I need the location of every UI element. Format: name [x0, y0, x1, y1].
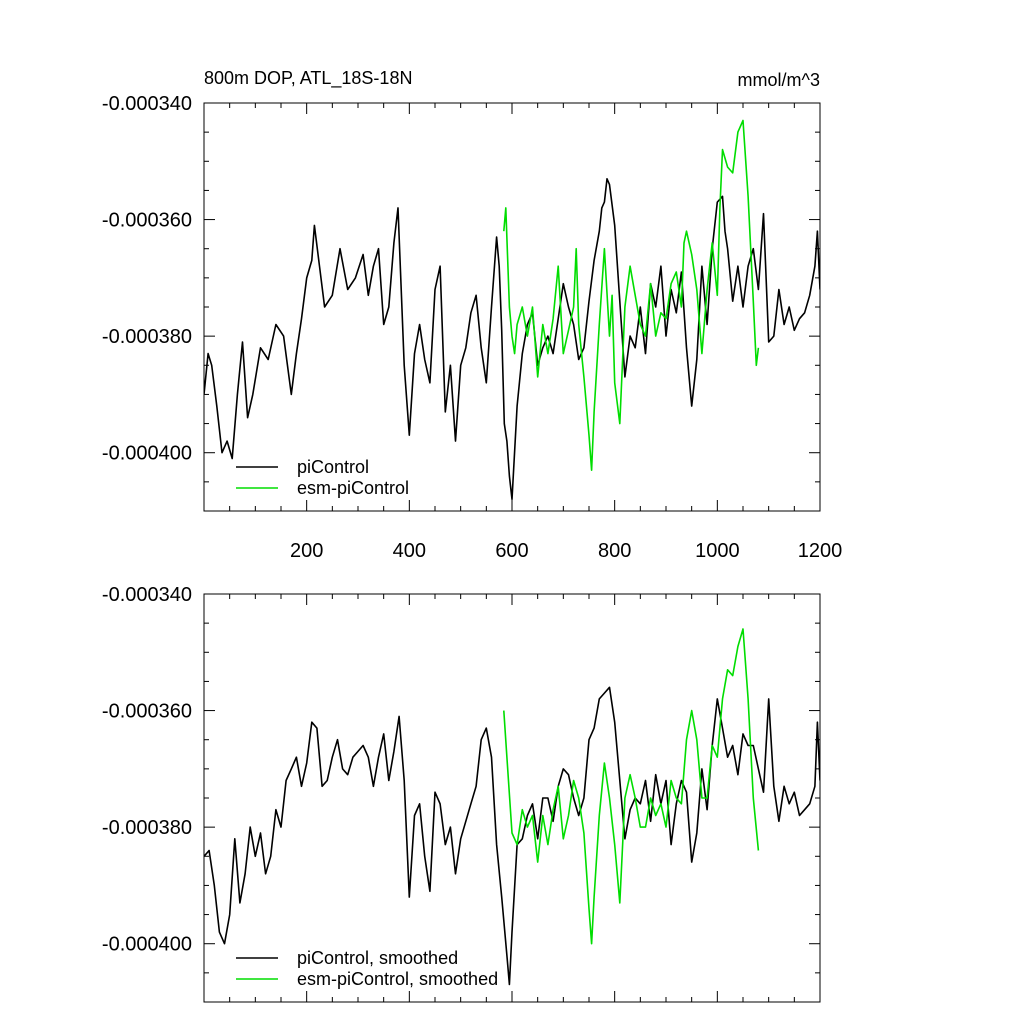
y-tick-label: -0.000380	[102, 817, 192, 839]
y-tick-label: -0.000380	[102, 326, 192, 348]
y-tick-label: -0.000340	[102, 584, 192, 606]
x-tick-label: 200	[290, 540, 323, 562]
units-label: mmol/m^3	[738, 70, 820, 90]
y-tick-label: -0.000400	[102, 443, 192, 465]
series-line-picontrol-smoothed	[204, 686, 820, 986]
x-tick-label: 400	[393, 540, 426, 562]
legend-label: esm-piControl	[297, 478, 409, 498]
y-tick-label: -0.000360	[102, 210, 192, 232]
legend-label: piControl, smoothed	[297, 948, 458, 968]
x-tick-label: 1200	[798, 540, 843, 562]
legend-label: esm-piControl, smoothed	[297, 969, 498, 989]
chart-title: 800m DOP, ATL_18S-18N	[204, 68, 412, 89]
chart-panel-1: 200 400 600 800 1000 1200 -0.000340 -0.000360 -0…	[102, 93, 842, 562]
y-tick-label: -0.000400	[102, 934, 192, 956]
chart-panel-2: -0.000340 -0.000360 -0.000380 -0.000400 piCo…	[102, 584, 821, 1003]
x-tick-label: 1000	[695, 540, 740, 562]
y-tick-label: -0.000360	[102, 701, 192, 723]
series-line-picontrol	[204, 178, 820, 501]
series-line-esm-picontrol	[503, 119, 760, 472]
legend-label: piControl	[297, 457, 369, 477]
y-tick-label: -0.000340	[102, 93, 192, 115]
plot-frame	[203, 102, 821, 512]
x-tick-label: 800	[598, 540, 631, 562]
series-line-esm-picontrol-smoothed	[503, 628, 760, 945]
x-tick-label: 600	[495, 540, 528, 562]
